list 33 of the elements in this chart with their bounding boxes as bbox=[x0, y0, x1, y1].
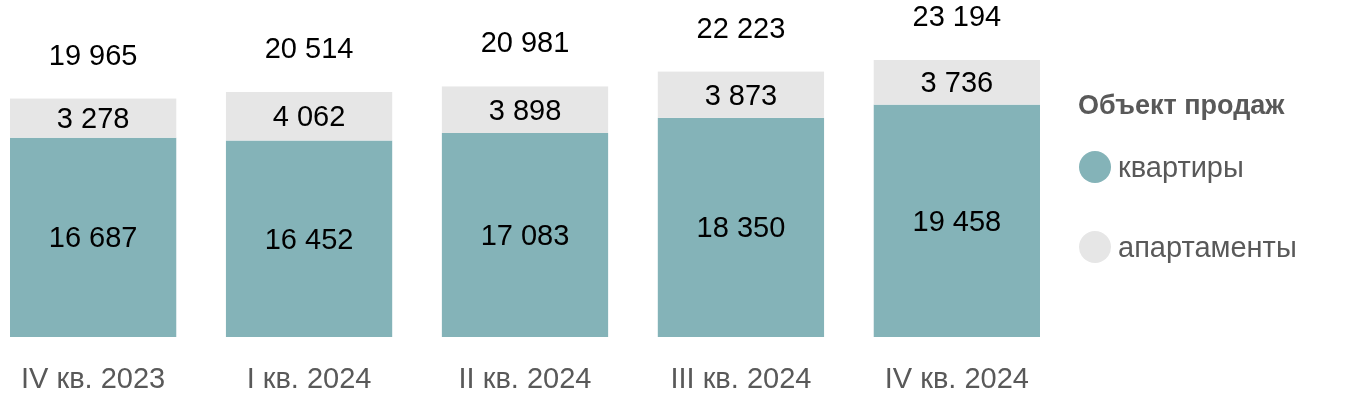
total-label: 22 223 bbox=[696, 11, 786, 44]
legend-title: Объект продаж bbox=[1078, 90, 1286, 120]
bar bbox=[873, 104, 1040, 337]
x-tick-label: I кв. 2024 bbox=[246, 362, 372, 394]
bar bbox=[225, 140, 393, 337]
total-label: 19 965 bbox=[48, 38, 138, 71]
data-label: 3 898 bbox=[488, 93, 562, 126]
bar bbox=[657, 71, 825, 118]
data-label: 16 687 bbox=[48, 221, 138, 254]
data-label: 3 873 bbox=[704, 78, 778, 111]
bar bbox=[10, 98, 177, 138]
bar bbox=[441, 132, 609, 337]
legend-label: апартаменты bbox=[1118, 231, 1297, 263]
x-tick-label: II кв. 2024 bbox=[458, 362, 592, 394]
bar bbox=[441, 86, 609, 133]
bar bbox=[657, 117, 825, 337]
data-label: 18 350 bbox=[696, 211, 786, 244]
total-label: 20 981 bbox=[480, 26, 570, 59]
data-label: 19 458 bbox=[912, 204, 1002, 237]
data-label: 3 736 bbox=[920, 66, 994, 99]
data-label: 3 278 bbox=[56, 102, 130, 135]
legend-label: квартиры bbox=[1118, 151, 1244, 183]
x-tick-label: IV кв. 2024 bbox=[884, 362, 1029, 394]
x-tick-label: III кв. 2024 bbox=[670, 362, 812, 394]
bar bbox=[873, 60, 1040, 105]
data-label: 17 083 bbox=[480, 218, 570, 251]
data-label: 16 452 bbox=[264, 222, 354, 255]
data-label: 4 062 bbox=[272, 100, 346, 133]
total-label: 23 194 bbox=[912, 0, 1002, 32]
bar bbox=[225, 92, 393, 141]
total-label: 20 514 bbox=[264, 32, 354, 65]
bar bbox=[10, 137, 177, 337]
x-tick-label: IV кв. 2023 bbox=[21, 362, 166, 394]
